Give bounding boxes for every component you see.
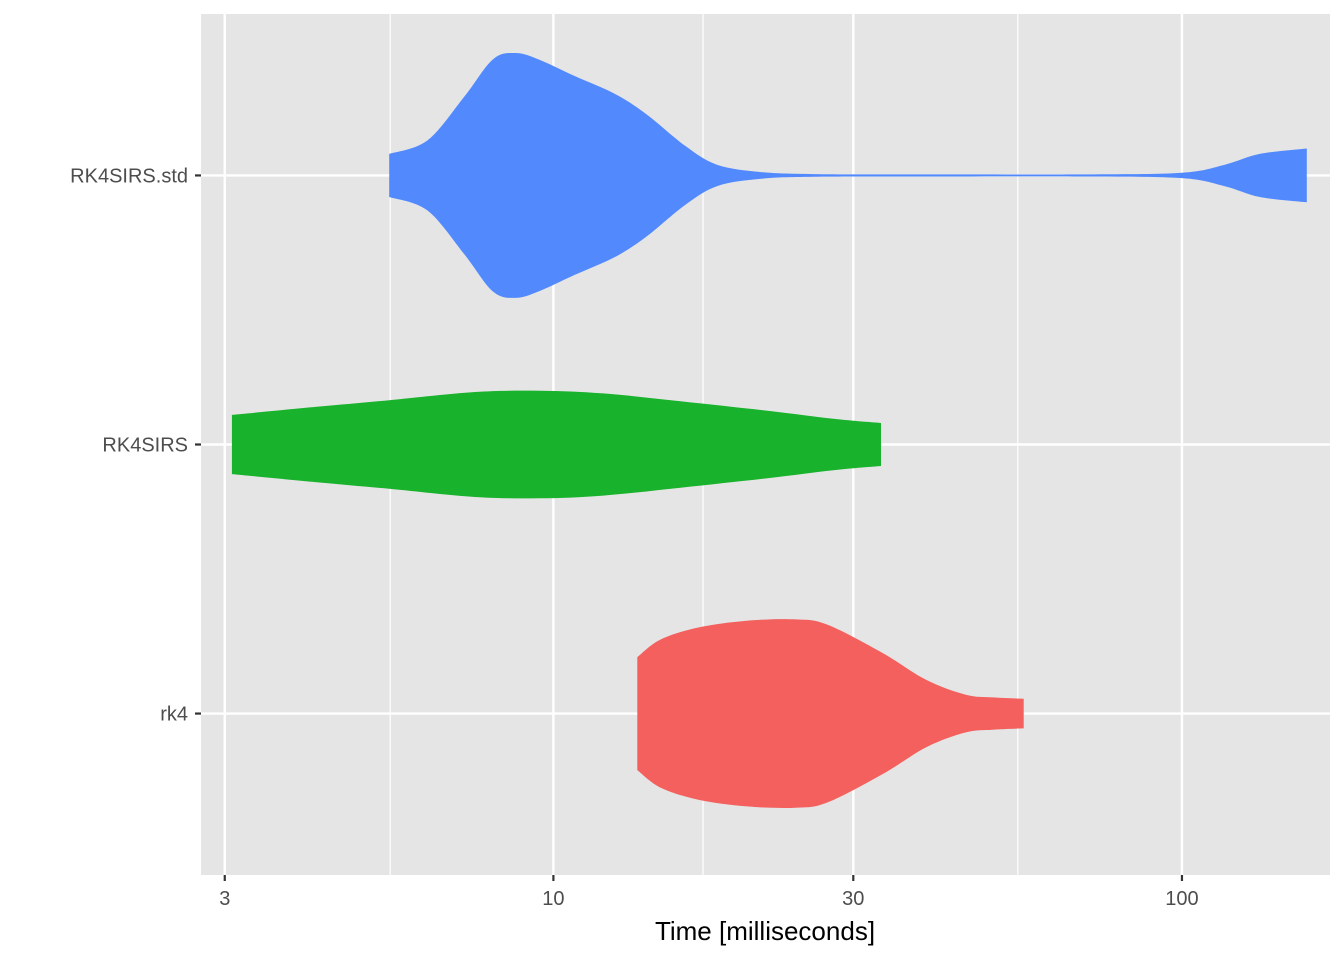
x-tick-label-1: 10 bbox=[542, 888, 564, 910]
x-tick-label-3: 100 bbox=[1165, 888, 1198, 910]
x-axis: 3 10 30 100 bbox=[219, 875, 1199, 910]
violin-rk4sirs-std bbox=[389, 52, 1307, 298]
y-tick-label-2: rk4 bbox=[160, 704, 188, 726]
x-tick-label-2: 30 bbox=[842, 888, 864, 910]
x-axis-title: Time [milliseconds] bbox=[655, 916, 875, 946]
y-tick-label-1: RK4SIRS bbox=[102, 435, 188, 457]
violin-rk4 bbox=[637, 619, 1024, 808]
y-axis: RK4SIRS.std RK4SIRS rk4 bbox=[70, 165, 201, 726]
x-tick-label-0: 3 bbox=[219, 888, 230, 910]
violins bbox=[231, 52, 1307, 808]
violin-rk4sirs bbox=[231, 390, 881, 499]
y-tick-label-0: RK4SIRS.std bbox=[70, 165, 188, 187]
